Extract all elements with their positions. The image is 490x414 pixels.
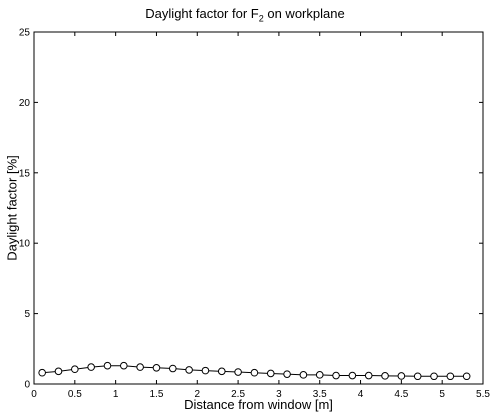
chart-title-prefix: Daylight factor for F (145, 6, 259, 21)
data-point-marker (430, 372, 438, 381)
data-point-marker (364, 371, 373, 380)
chart-title-subscript: 2 (258, 13, 264, 24)
data-point-marker (413, 372, 422, 381)
data-point-marker (315, 371, 324, 379)
data-point-marker (381, 372, 389, 380)
data-point-marker (217, 367, 226, 376)
x-tick-label: 2 (194, 389, 200, 400)
data-point-marker (87, 363, 95, 371)
data-point-marker (283, 370, 291, 378)
x-tick-label: 4 (358, 389, 364, 400)
data-point-marker (462, 372, 471, 381)
x-tick-label: 5 (439, 389, 445, 400)
y-axis-label: Daylight factor [%] (4, 155, 20, 261)
data-point-marker (136, 363, 144, 371)
x-tick-label: 2.5 (231, 389, 245, 400)
data-point-marker (54, 367, 63, 376)
data-point-marker (332, 371, 340, 380)
data-point-marker (168, 364, 177, 373)
y-tick-label: 25 (19, 28, 31, 39)
data-point-marker (266, 369, 275, 378)
data-point-marker (250, 368, 259, 377)
y-tick-label: 10 (19, 239, 31, 250)
chart-title: Daylight factor for F2 on workplane (0, 6, 490, 24)
data-point-marker (38, 368, 46, 377)
data-point-marker (446, 372, 455, 381)
x-tick-label: 0.5 (68, 389, 82, 400)
data-point-marker (120, 361, 128, 370)
y-tick-label: 0 (24, 380, 30, 391)
x-tick-label: 4.5 (394, 389, 408, 400)
y-tick-label: 5 (24, 309, 30, 320)
data-point-marker (234, 368, 242, 376)
x-tick-label: 1 (113, 389, 119, 400)
data-point-marker (348, 371, 357, 380)
axes-box (33, 31, 484, 385)
data-point-marker (71, 365, 79, 374)
data-point-marker (201, 366, 210, 375)
data-point-marker (299, 371, 308, 379)
data-point-marker (397, 372, 406, 380)
x-axis-label: Distance from window [m] (184, 397, 333, 412)
data-point-marker (152, 364, 161, 372)
y-tick-label: 20 (19, 98, 31, 109)
x-tick-label: 1.5 (150, 389, 164, 400)
x-tick-label: 0 (31, 389, 37, 400)
x-tick-label: 5.5 (476, 389, 490, 400)
y-tick-label: 15 (19, 168, 31, 179)
x-tick-label: 3 (276, 389, 282, 400)
x-tick-label: 3.5 (313, 389, 327, 400)
data-point-marker (185, 366, 193, 374)
chart-title-suffix: on workplane (263, 6, 345, 21)
data-point-marker (103, 361, 112, 370)
